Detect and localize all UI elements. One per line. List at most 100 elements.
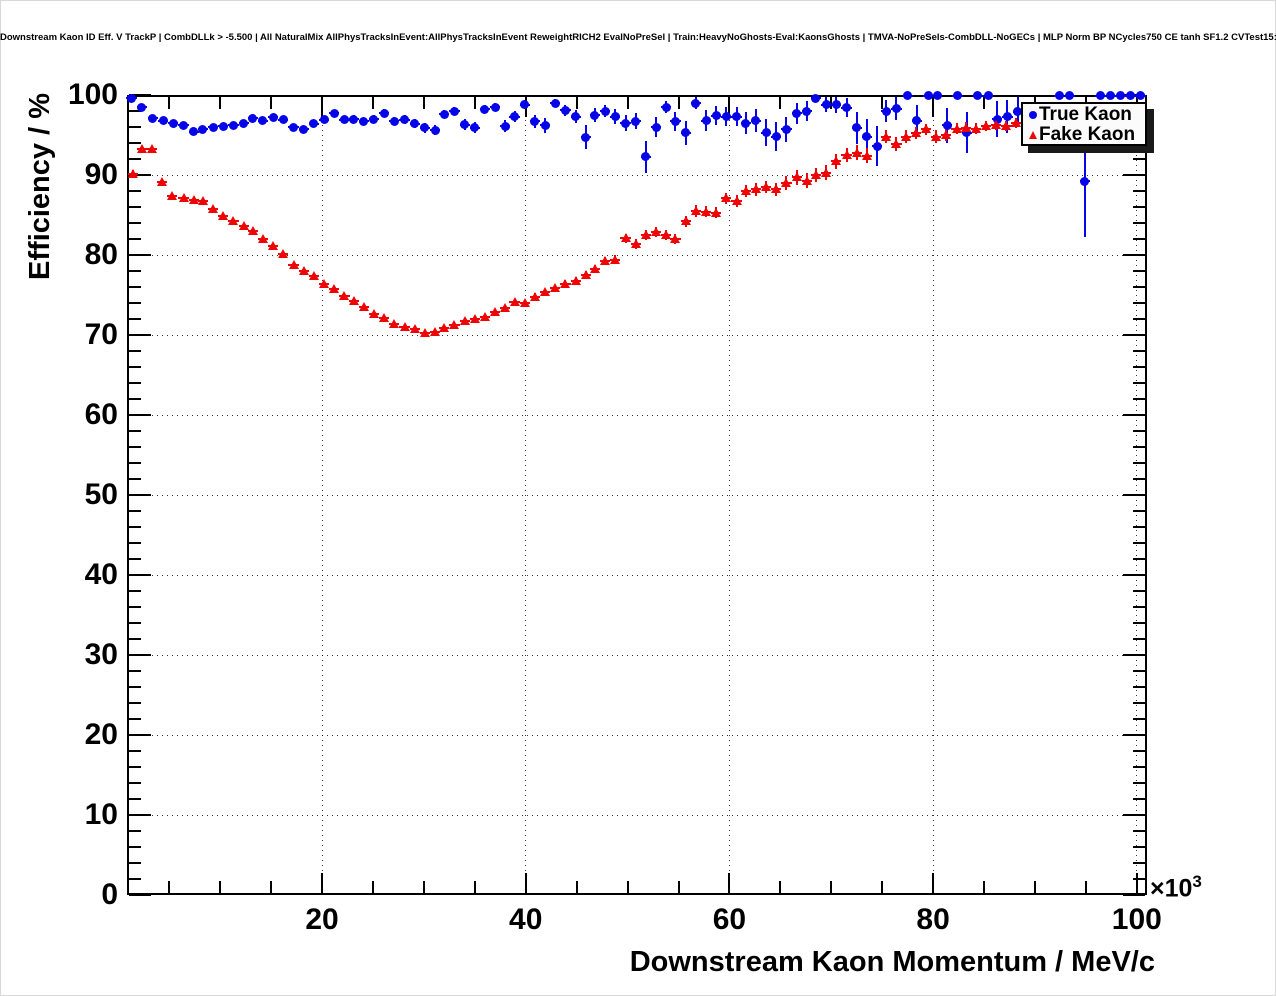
x-tick [626,881,629,893]
y-tick-right [1133,846,1145,848]
data-point-circle [460,120,470,130]
h-gridline [127,654,1147,656]
y-tick-right [1133,286,1145,288]
data-point-triangle [570,275,581,285]
data-point-circle [942,120,952,130]
y-tick [129,174,151,176]
data-point-triangle [409,323,420,333]
legend-label: True Kaon [1039,104,1132,125]
y-tick-label: 30 [84,638,118,671]
legend-circle-icon [1026,111,1039,119]
x-exponent-base: ×10 [1150,874,1193,903]
x-tick-top [575,97,578,109]
y-tick-label: 90 [84,158,118,191]
y-tick-right [1133,750,1145,752]
y-tick [129,670,141,672]
y-tick-right [1133,718,1145,720]
data-point-triangle [319,278,330,288]
data-point-circle [1002,112,1012,122]
y-tick-label: 0 [101,878,118,911]
y-tick [129,382,141,384]
data-point-circle [1013,107,1023,117]
data-point-circle [600,106,610,116]
x-tick-top [626,97,629,109]
data-point-triangle [1010,118,1021,127]
legend-marker-shape [1028,131,1037,139]
data-point-circle [923,91,933,101]
data-point-circle [550,98,560,108]
data-point-triangle [127,169,138,179]
y-tick [129,494,151,496]
data-point-triangle [589,264,600,274]
y-tick [129,558,141,560]
data-point-triangle [711,207,722,217]
y-tick-right [1133,238,1145,240]
x-tick-top [728,97,731,117]
data-point-triangle [257,234,268,243]
y-tick-right [1123,814,1145,816]
data-point-triangle [368,309,379,319]
y-tick-right [1133,270,1145,272]
data-point-triangle [841,150,852,159]
data-point-triangle [178,193,189,203]
x-tick [1033,881,1036,893]
data-point-circle [1126,91,1136,101]
x-tick [830,881,833,893]
data-point-circle [268,112,278,122]
data-point-triangle [651,226,662,236]
x-tick [524,873,527,893]
data-point-triangle [379,313,390,323]
y-tick [129,318,141,320]
data-point-triangle [831,156,842,166]
plot-title: Downstream Kaon ID Eff. V TrackP | CombD… [0,32,1276,43]
y-tick [129,718,141,720]
data-point-circle [771,132,781,142]
y-tick-right [1133,462,1145,464]
data-point-circle [248,113,258,123]
h-gridline [127,814,1147,816]
data-point-triangle [881,131,892,141]
data-point-circle [802,106,812,116]
y-tick-right [1123,414,1145,416]
data-point-circle [208,122,218,132]
data-point-circle [137,102,147,112]
data-point-circle [500,121,510,131]
data-point-triangle [610,254,621,264]
data-point-circle [610,112,620,122]
data-point-circle [400,115,410,125]
y-tick-right [1133,542,1145,544]
data-point-triangle [771,184,782,194]
x-tick-top [932,97,935,117]
data-point-triangle [146,143,157,153]
data-point-circle [681,128,691,138]
data-point-circle [490,102,500,112]
data-point-triangle [791,172,802,182]
data-point-circle [359,116,369,126]
data-point-circle [449,106,459,116]
y-tick [129,830,141,832]
data-point-circle [480,104,490,114]
data-point-triangle [821,167,832,177]
data-point-triangle [358,302,369,311]
y-tick-label: 60 [84,398,118,431]
data-point-circle [741,118,751,128]
x-tick-label: 60 [712,903,747,936]
data-point-circle [711,111,721,121]
data-point-circle [881,106,891,116]
data-point-circle [781,124,791,134]
h-gridline [127,174,1147,176]
data-point-circle [670,116,680,126]
data-point-circle [309,119,319,129]
v-gridline [321,95,323,895]
data-point-triangle [197,196,208,206]
data-point-triangle [247,226,258,235]
data-point-circle [631,116,641,126]
legend-marker-shape [1028,111,1037,119]
h-gridline [127,334,1147,336]
y-tick [129,622,141,624]
y-tick [129,110,141,112]
y-tick [129,302,141,304]
data-point-triangle [329,284,340,294]
y-tick [129,574,151,576]
